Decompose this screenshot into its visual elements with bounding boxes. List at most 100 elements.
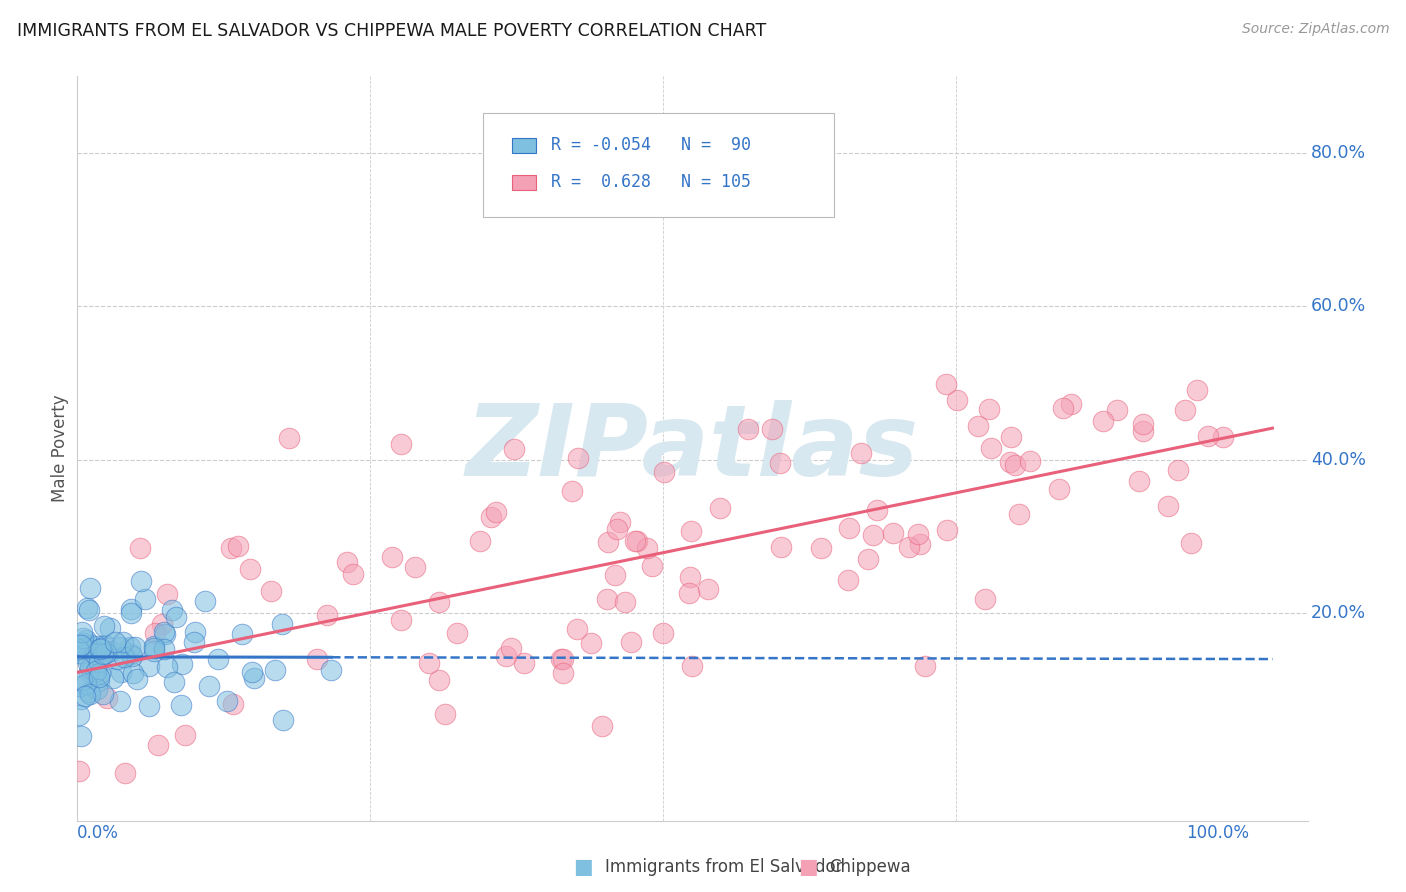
Point bbox=[89, 641, 111, 656]
Point bbox=[91, 687, 114, 701]
Point bbox=[342, 567, 364, 582]
Point bbox=[120, 602, 142, 616]
Point bbox=[125, 672, 148, 686]
Point bbox=[156, 660, 179, 674]
Point bbox=[737, 422, 759, 436]
Point bbox=[561, 484, 583, 499]
Point bbox=[263, 663, 285, 677]
Point bbox=[121, 649, 143, 664]
Point bbox=[654, 465, 676, 479]
Point bbox=[468, 534, 491, 549]
Text: Chippewa: Chippewa bbox=[830, 858, 911, 876]
Point bbox=[96, 691, 118, 706]
Point bbox=[1047, 482, 1070, 496]
Point bbox=[138, 659, 160, 673]
Point bbox=[77, 665, 100, 679]
Point bbox=[215, 694, 238, 708]
Point bbox=[446, 625, 468, 640]
Point bbox=[67, 707, 90, 722]
Point bbox=[1197, 428, 1219, 442]
Point bbox=[118, 640, 141, 655]
Point bbox=[83, 647, 105, 661]
Point bbox=[626, 533, 648, 548]
Text: Source: ZipAtlas.com: Source: ZipAtlas.com bbox=[1241, 22, 1389, 37]
Point bbox=[108, 694, 131, 708]
Text: 40.0%: 40.0% bbox=[1312, 450, 1367, 469]
Point bbox=[907, 527, 929, 541]
Point bbox=[67, 764, 90, 779]
Point bbox=[1000, 430, 1022, 444]
Point bbox=[75, 677, 97, 691]
Point bbox=[307, 652, 329, 666]
Point bbox=[80, 638, 103, 652]
Point bbox=[1167, 463, 1189, 477]
Point bbox=[170, 657, 193, 672]
Point bbox=[70, 673, 93, 687]
Point bbox=[72, 636, 94, 650]
Point bbox=[641, 559, 664, 574]
Point bbox=[184, 625, 207, 640]
Point bbox=[153, 627, 176, 641]
Point bbox=[679, 570, 702, 584]
Text: 0.0%: 0.0% bbox=[77, 824, 120, 842]
Point bbox=[66, 641, 89, 656]
Point bbox=[1092, 414, 1115, 428]
Point bbox=[90, 641, 112, 656]
Point bbox=[1004, 458, 1026, 472]
Point bbox=[837, 574, 859, 588]
Point bbox=[152, 642, 174, 657]
Y-axis label: Male Poverty: Male Poverty bbox=[51, 394, 69, 502]
Point bbox=[76, 649, 98, 664]
Point bbox=[1008, 507, 1031, 521]
Point bbox=[120, 647, 142, 661]
Point bbox=[101, 671, 124, 685]
Point bbox=[89, 670, 111, 684]
Point bbox=[226, 540, 249, 554]
Point bbox=[69, 679, 91, 693]
Point bbox=[1185, 384, 1208, 398]
Point bbox=[502, 442, 524, 457]
Point bbox=[70, 692, 93, 706]
Point bbox=[271, 713, 294, 727]
Point bbox=[614, 595, 637, 609]
Point bbox=[148, 738, 170, 752]
Point bbox=[183, 634, 205, 648]
Point bbox=[678, 586, 700, 600]
Point bbox=[129, 574, 152, 588]
Point bbox=[579, 635, 602, 649]
Point bbox=[980, 442, 1002, 456]
Point bbox=[945, 393, 967, 408]
Point bbox=[856, 552, 879, 566]
Point bbox=[239, 562, 262, 576]
Point bbox=[143, 639, 166, 653]
Point bbox=[501, 641, 523, 656]
Point bbox=[636, 541, 658, 556]
Point bbox=[104, 634, 127, 648]
Point bbox=[73, 640, 96, 655]
Point bbox=[89, 666, 111, 681]
Point bbox=[1000, 455, 1022, 469]
Point bbox=[87, 673, 110, 688]
Point bbox=[709, 500, 731, 515]
Text: 100.0%: 100.0% bbox=[1187, 824, 1249, 842]
Point bbox=[336, 555, 359, 569]
Point bbox=[866, 502, 889, 516]
Point bbox=[605, 568, 627, 582]
Text: ZIPatlas: ZIPatlas bbox=[465, 400, 920, 497]
Point bbox=[75, 632, 97, 647]
Text: Immigrants from El Salvador: Immigrants from El Salvador bbox=[605, 858, 842, 876]
Point bbox=[222, 697, 245, 711]
Point bbox=[591, 719, 613, 733]
Point bbox=[120, 607, 142, 621]
Point bbox=[87, 654, 110, 668]
Text: IMMIGRANTS FROM EL SALVADOR VS CHIPPEWA MALE POVERTY CORRELATION CHART: IMMIGRANTS FROM EL SALVADOR VS CHIPPEWA … bbox=[17, 22, 766, 40]
Point bbox=[914, 658, 936, 673]
Point bbox=[105, 651, 128, 665]
Point bbox=[194, 593, 217, 607]
Point bbox=[1180, 535, 1202, 549]
Point bbox=[897, 541, 920, 555]
Point bbox=[1052, 401, 1074, 415]
Point bbox=[697, 582, 720, 597]
Point bbox=[112, 650, 135, 665]
Point bbox=[389, 613, 412, 627]
